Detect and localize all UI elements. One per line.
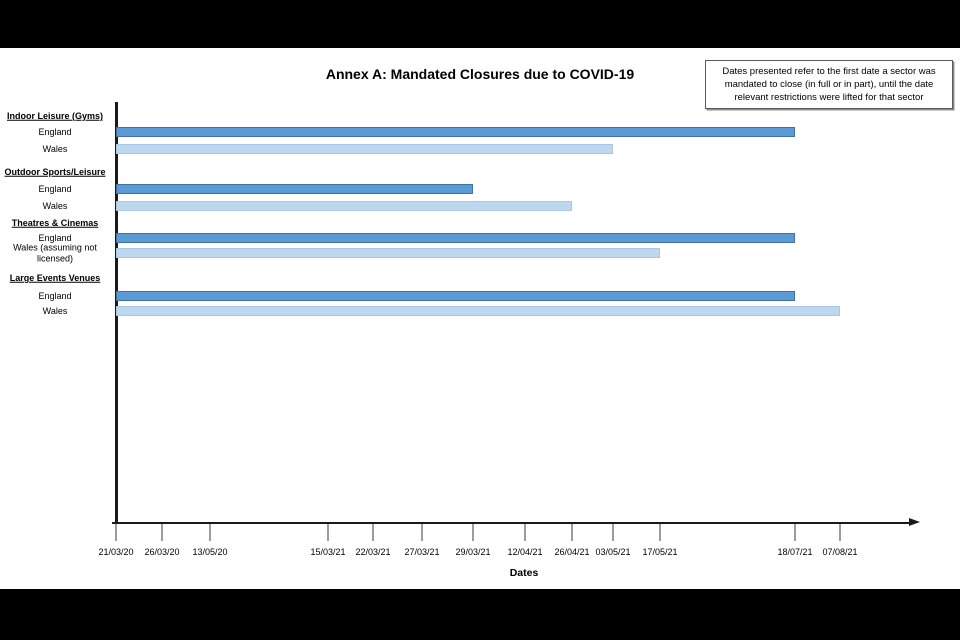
row-label: Wales: [42, 200, 68, 211]
chart-title: Annex A: Mandated Closures due to COVID-…: [325, 66, 635, 82]
axis-tick-label: 27/03/21: [404, 547, 440, 557]
axis-tick: [472, 524, 474, 541]
axis-tick-label: 17/05/21: [642, 547, 678, 557]
row-label: Wales: [42, 143, 68, 154]
axis-tick-label: 26/04/21: [554, 547, 590, 557]
axis-tick: [161, 524, 163, 541]
x-axis-arrow-icon: [909, 518, 920, 527]
axis-tick: [612, 524, 614, 541]
row-label: England: [38, 290, 72, 301]
axis-tick-label: 13/05/20: [192, 547, 228, 557]
gantt-bar: [116, 291, 795, 301]
letterbox-top: [0, 0, 960, 48]
axis-tick: [327, 524, 329, 541]
axis-tick: [421, 524, 423, 541]
axis-tick-label: 26/03/20: [144, 547, 180, 557]
row-label: England: [38, 126, 72, 137]
note-box: Dates presented refer to the first date …: [705, 60, 953, 109]
category-label: Indoor Leisure (Gyms): [6, 110, 104, 121]
row-label: Wales: [42, 305, 68, 316]
axis-tick: [372, 524, 374, 541]
gantt-bar: [116, 144, 613, 154]
x-axis-line: [112, 521, 911, 524]
axis-tick: [571, 524, 573, 541]
category-label: Outdoor Sports/Leisure: [4, 166, 106, 177]
axis-tick-label: 12/04/21: [507, 547, 543, 557]
axis-tick: [839, 524, 841, 541]
axis-tick: [115, 524, 117, 541]
axis-tick-label: 29/03/21: [455, 547, 491, 557]
axis-tick: [659, 524, 661, 541]
gantt-bar: [116, 184, 473, 194]
axis-tick-label: 22/03/21: [355, 547, 391, 557]
letterbox-bottom: [0, 589, 960, 640]
category-label: Theatres & Cinemas: [11, 217, 99, 228]
gantt-bar: [116, 248, 660, 258]
row-label: England: [38, 232, 72, 243]
category-label: Large Events Venues: [9, 272, 101, 283]
axis-tick-label: 07/08/21: [822, 547, 858, 557]
axis-tick: [794, 524, 796, 541]
gantt-bar: [116, 233, 795, 243]
axis-tick-label: 18/07/21: [777, 547, 813, 557]
gantt-bar: [116, 127, 795, 137]
row-label: Wales (assuming not licensed): [13, 242, 97, 264]
axis-tick: [209, 524, 211, 541]
x-axis-title: Dates: [509, 567, 539, 579]
gantt-bar: [116, 306, 840, 316]
row-label: England: [38, 183, 72, 194]
gantt-bar: [116, 201, 572, 211]
axis-tick: [524, 524, 526, 541]
axis-tick-label: 03/05/21: [595, 547, 631, 557]
axis-tick-label: 15/03/21: [310, 547, 346, 557]
axis-tick-label: 21/03/20: [98, 547, 134, 557]
